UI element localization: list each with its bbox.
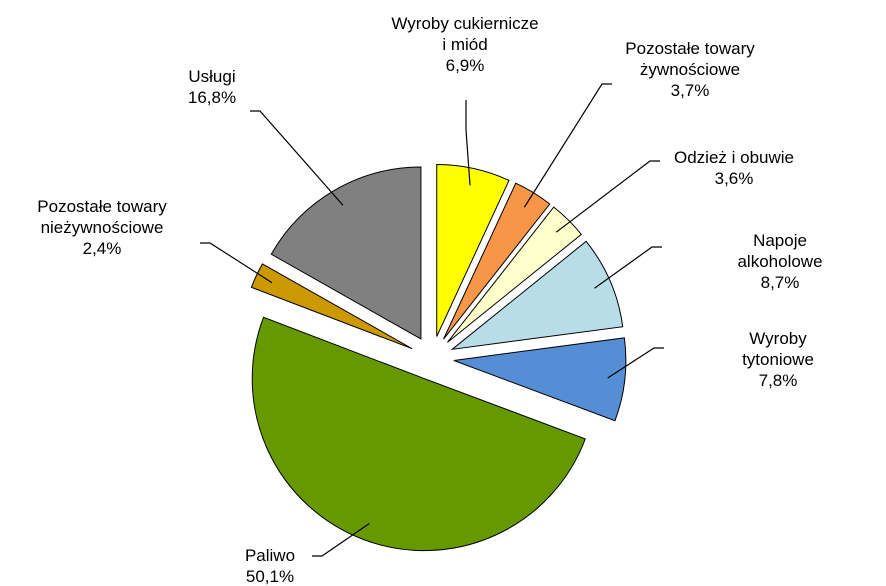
category-name: Usługi	[188, 67, 236, 86]
slice-label: Usługi 16,8%	[188, 66, 236, 108]
pie-slice	[436, 164, 510, 337]
slice-label: Pozostałe towary żywnościowe 3,7%	[625, 38, 754, 101]
slice-label: Paliwo 50,1%	[245, 545, 295, 586]
pie-slice	[453, 337, 627, 422]
category-name: Pozostałe towary żywnościowe	[625, 39, 755, 79]
leader-line	[465, 100, 471, 186]
value-label: 7,8%	[758, 371, 798, 390]
category-name: Wyroby tytoniowe	[742, 329, 814, 369]
category-name: Napoje alkoholowe	[737, 231, 823, 271]
pie-slice	[450, 240, 624, 351]
slice-label: Odzież i obuwie 3,6%	[674, 147, 794, 189]
value-label: 16,8%	[187, 88, 237, 107]
category-name: Wyroby cukiernicze i miód	[391, 14, 539, 54]
value-label: 3,7%	[670, 81, 710, 100]
value-label: 8,7%	[760, 273, 800, 292]
leader-line	[312, 522, 370, 557]
leader-line	[523, 83, 612, 208]
leader-line	[200, 242, 273, 284]
value-label: 6,9%	[445, 56, 485, 75]
slice-label: Wyroby tytoniowe 7,8%	[724, 328, 832, 391]
leader-line	[555, 160, 660, 233]
slice-label: Wyroby cukiernicze i miód 6,9%	[391, 13, 538, 76]
leader-line	[250, 110, 344, 206]
category-name: Paliwo	[244, 546, 296, 565]
category-name: Pozostałe towary nieżywnościowe	[37, 197, 167, 237]
pie-slice	[251, 316, 586, 552]
value-label: 50,1%	[245, 567, 295, 586]
leader-line	[607, 347, 664, 379]
category-name: Odzież i obuwie	[673, 148, 795, 167]
value-label: 3,6%	[714, 169, 754, 188]
pie-slice	[447, 206, 583, 343]
pie-slice	[250, 263, 413, 350]
slice-label: Napoje alkoholowe 8,7%	[727, 230, 833, 293]
slice-label: Pozostałe towary nieżywnościowe 2,4%	[37, 196, 166, 259]
pie-slice	[270, 166, 422, 340]
leader-line	[594, 246, 662, 289]
value-label: 2,4%	[82, 239, 122, 258]
